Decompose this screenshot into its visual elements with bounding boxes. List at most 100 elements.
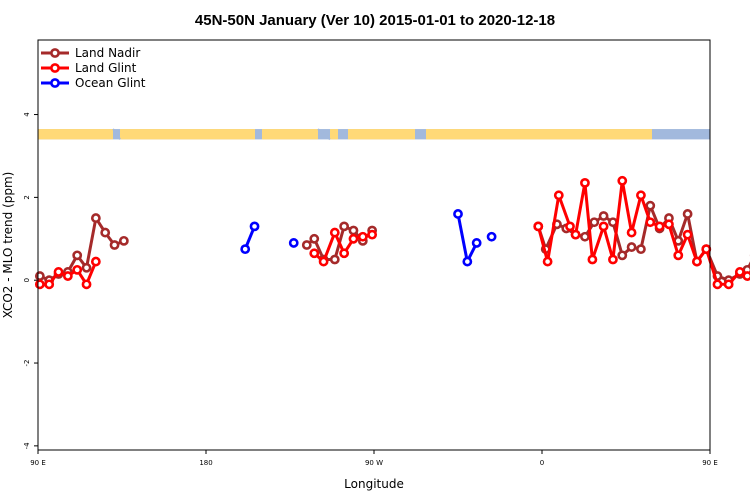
land-ocean-band	[38, 128, 710, 141]
data-point-land-nadir	[608, 217, 618, 228]
data-point-land-glint	[367, 229, 378, 240]
y-tick-label: -2	[23, 360, 31, 367]
data-point-land-glint	[608, 254, 618, 265]
x-tick-label: 90 E	[30, 459, 46, 467]
data-point-land-nadir	[329, 254, 340, 265]
data-point-land-nadir	[34, 271, 45, 281]
data-point-land-glint	[329, 227, 340, 238]
data-point-land-glint	[692, 256, 702, 267]
data-point-land-glint	[348, 233, 359, 244]
data-point-land-glint	[565, 221, 575, 232]
data-point-ocean-glint	[471, 238, 482, 248]
axes: 90 E 180 90 W 0 90 E -4 -2 0 2 4	[23, 112, 718, 467]
legend-marker	[50, 78, 60, 88]
data-point-land-nadir	[589, 217, 600, 228]
legend-label: Land Glint	[75, 61, 137, 75]
data-point-ocean-glint	[240, 244, 251, 255]
land-strip	[120, 129, 255, 140]
data-point-ocean-glint	[486, 231, 497, 242]
x-tick-label: 0	[540, 459, 544, 467]
legend-marker	[50, 48, 60, 58]
data-point-land-nadir	[682, 209, 693, 219]
plot-frame	[37, 39, 711, 451]
x-axis-title: Longitude	[344, 477, 404, 491]
data-point-ocean-glint	[288, 238, 299, 248]
data-point-land-glint	[673, 250, 684, 261]
data-point-land-nadir	[118, 235, 129, 246]
data-point-land-glint	[587, 254, 598, 265]
data-point-land-nadir	[636, 244, 646, 255]
series-land-glint	[34, 175, 750, 290]
plot-series	[34, 175, 750, 290]
data-point-land-glint	[62, 271, 73, 281]
data-point-land-glint	[81, 279, 92, 290]
legend-item-ocean-glint: Ocean Glint	[41, 76, 146, 90]
x-tick-label: 90 E	[702, 459, 718, 467]
data-point-land-glint	[542, 256, 553, 267]
data-point-land-nadir	[72, 250, 83, 261]
y-tick-label: 4	[23, 112, 31, 117]
data-point-land-glint	[533, 221, 544, 232]
legend-label: Land Nadir	[75, 46, 140, 60]
legend-item-land-nadir: Land Nadir	[41, 46, 140, 60]
data-point-land-glint	[90, 256, 101, 267]
data-point-land-glint	[339, 248, 350, 259]
data-point-land-glint	[626, 227, 637, 238]
data-point-ocean-glint	[249, 221, 260, 232]
data-point-land-glint	[309, 248, 320, 259]
data-point-land-glint	[742, 271, 750, 281]
land-strip	[348, 129, 415, 140]
data-point-land-glint	[723, 279, 734, 290]
data-point-land-glint	[654, 221, 665, 232]
data-point-land-nadir	[626, 242, 637, 252]
data-point-land-glint	[682, 229, 693, 240]
data-point-land-nadir	[100, 227, 111, 238]
data-point-land-nadir	[580, 231, 590, 242]
data-point-land-nadir	[348, 225, 359, 236]
data-point-land-glint	[617, 175, 628, 186]
data-point-land-nadir	[301, 240, 312, 250]
data-point-land-nadir	[309, 233, 320, 244]
legend-label: Ocean Glint	[75, 76, 146, 90]
data-point-land-nadir	[617, 250, 628, 261]
y-axis-title: XCO2 - MLO trend (ppm)	[1, 172, 15, 319]
data-point-land-nadir	[109, 240, 120, 250]
y-tick-label: 2	[23, 195, 31, 199]
data-point-ocean-glint	[453, 209, 463, 219]
land-strip	[38, 129, 113, 140]
data-point-land-glint	[701, 244, 712, 255]
data-point-ocean-glint	[462, 256, 473, 267]
data-point-land-glint	[72, 264, 83, 275]
land-strip	[426, 129, 652, 140]
data-point-land-nadir	[90, 213, 101, 223]
data-point-land-nadir	[339, 221, 350, 232]
legend-item-land-glint: Land Glint	[41, 61, 137, 75]
land-strip	[262, 129, 318, 140]
data-point-land-nadir	[598, 211, 609, 221]
data-point-land-glint	[570, 229, 581, 240]
y-tick-label: -4	[23, 442, 31, 450]
data-point-land-glint	[553, 190, 564, 201]
series-ocean-glint	[240, 209, 497, 267]
data-point-land-glint	[357, 231, 368, 242]
data-point-land-glint	[34, 279, 45, 290]
data-point-land-glint	[734, 267, 745, 277]
data-point-land-glint	[636, 190, 646, 201]
coast-edge	[317, 128, 331, 141]
data-point-land-nadir	[645, 200, 656, 211]
coast-edge	[112, 128, 121, 140]
data-point-land-glint	[44, 279, 55, 290]
data-point-land-glint	[598, 221, 609, 232]
x-tick-label: 90 W	[365, 459, 383, 467]
y-tick-label: 0	[23, 278, 31, 282]
data-point-land-glint	[645, 217, 656, 228]
data-point-land-glint	[53, 267, 64, 277]
chart-title: 45N-50N January (Ver 10) 2015-01-01 to 2…	[195, 12, 555, 29]
data-point-land-glint	[664, 219, 674, 230]
data-point-land-glint	[712, 279, 723, 290]
land-strip	[330, 129, 338, 140]
x-tick-label: 180	[199, 459, 212, 467]
